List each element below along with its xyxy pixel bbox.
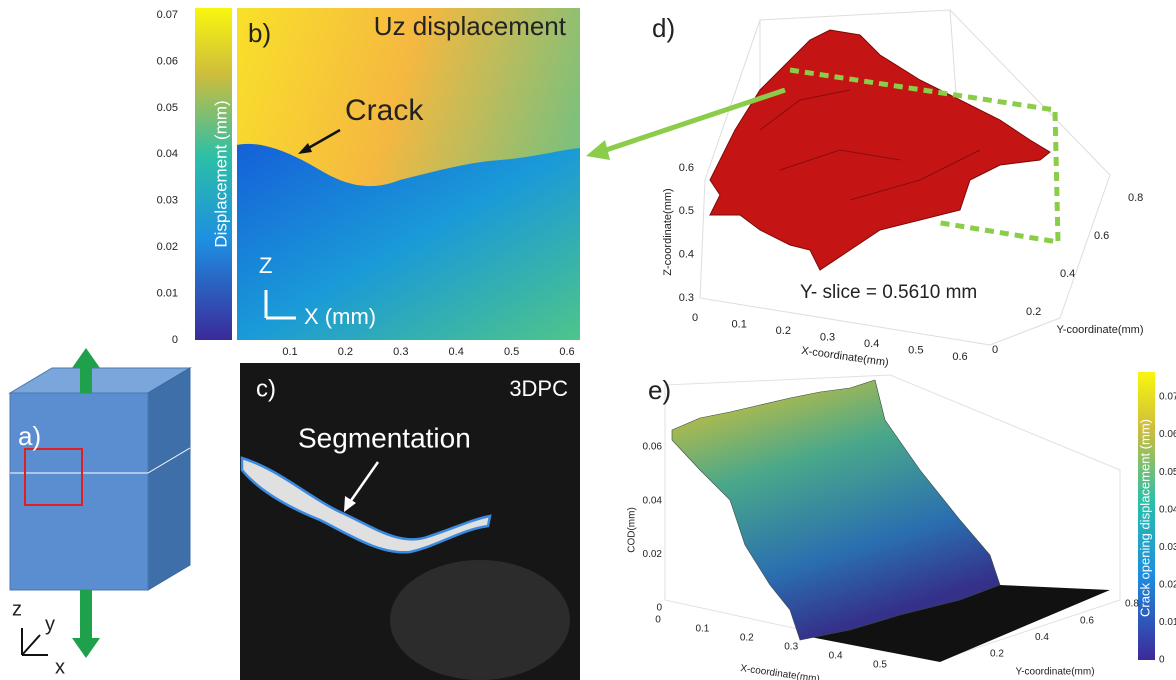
tick-label: 0.2 xyxy=(776,325,791,337)
tick-label: 0.03 xyxy=(1159,542,1176,553)
tick-label: 0.02 xyxy=(1159,579,1176,590)
tick-label: 0.01 xyxy=(1159,617,1176,628)
tick-label: 0.3 xyxy=(820,331,835,343)
axis-label: X (mm) xyxy=(304,304,376,329)
tick-label: 0.6 xyxy=(559,346,574,358)
figure: a) z y x Displacement (mm) b) Uz displac… xyxy=(0,0,1176,680)
tick-label: 0.1 xyxy=(282,346,297,358)
tick-label: 0.5 xyxy=(504,346,519,358)
axis-label: X-coordinate(mm) xyxy=(740,663,821,680)
tick-label: 0.04 xyxy=(157,148,178,160)
panel-label: c) xyxy=(256,375,276,402)
tick-label: 0.6 xyxy=(1080,615,1094,626)
arrow-down xyxy=(72,590,100,658)
annotation: Crack xyxy=(345,94,424,127)
colorbar-label: Displacement (mm) xyxy=(211,100,230,247)
tick-label: 0.02 xyxy=(643,549,663,560)
tick-label: 0.02 xyxy=(157,241,178,253)
crack-surface xyxy=(710,30,1050,270)
tick-label: 0.6 xyxy=(679,162,694,174)
tick-label: 0 xyxy=(656,603,662,614)
tick-label: 0 xyxy=(1159,655,1165,666)
tick-label: 0.4 xyxy=(449,346,464,358)
tick-label: 0 xyxy=(655,615,661,626)
tick-label: 0.06 xyxy=(643,442,663,453)
panel-b: Displacement (mm) b) Uz displacement Cra… xyxy=(195,8,580,340)
tick-label: 0.6 xyxy=(1094,230,1109,242)
tick-label: 0.04 xyxy=(643,495,663,506)
tick-label: 0.4 xyxy=(679,249,694,261)
panel-label: d) xyxy=(652,13,675,43)
cube-side xyxy=(148,368,190,590)
tick-label: 0.5 xyxy=(679,205,694,217)
axis-label: Y-coordinate(mm) xyxy=(1015,667,1094,678)
axis-label: z xyxy=(12,598,22,620)
tick-label: 0.4 xyxy=(864,338,879,350)
tick-label: 0.04 xyxy=(1159,504,1176,515)
tick-label: 0.05 xyxy=(1159,467,1176,478)
tick-label: 0 xyxy=(692,312,698,324)
tick-label: 0.8 xyxy=(1128,192,1143,204)
annotation: Segmentation xyxy=(298,422,471,453)
axis-label: y xyxy=(45,613,55,635)
tick-label: 0 xyxy=(172,334,178,346)
axis xyxy=(22,635,40,655)
colorbar-label: Crack opening displacement (mm) xyxy=(1137,419,1152,617)
tick-label: 0.4 xyxy=(1060,268,1075,280)
tick-label: 0.4 xyxy=(829,651,843,662)
tick-label: 0.3 xyxy=(393,346,408,358)
tick-label: 0.2 xyxy=(740,633,754,644)
tick-label: 0.6 xyxy=(952,351,967,363)
tick-label: 0.05 xyxy=(157,102,178,114)
panel-c: c) 3DPC Segmentation xyxy=(240,363,580,680)
annotation: Y- slice = 0.5610 mm xyxy=(800,282,977,303)
tick-label: 0.01 xyxy=(157,287,178,299)
axis-label: x xyxy=(55,656,65,678)
panel-d-surface: d) Y- slice = 0.5610 mm Z-coordinate(mm)… xyxy=(586,13,1144,369)
tick-label: 0.2 xyxy=(1026,306,1041,318)
tick-label: 0.5 xyxy=(908,344,923,356)
axis-label: Z xyxy=(259,253,272,278)
tick-label: 0.5 xyxy=(873,660,887,671)
panel-label: b) xyxy=(248,18,271,48)
tick-label: 0.06 xyxy=(157,55,178,67)
tick-label: 0.06 xyxy=(1159,429,1176,440)
panel-title: 3DPC xyxy=(509,376,568,401)
panel-title: Uz displacement xyxy=(374,11,567,41)
axis-label: COD(mm) xyxy=(627,507,638,553)
tick-label: 0.4 xyxy=(1035,632,1049,643)
tick-label: 0.3 xyxy=(784,642,798,653)
tick-label: 0.2 xyxy=(990,649,1004,660)
tick-label: 0.03 xyxy=(157,195,178,207)
tick-label: 0.07 xyxy=(157,9,178,21)
texture xyxy=(390,560,570,680)
panel-a: a) z y x xyxy=(10,348,190,678)
axis-label: Y-coordinate(mm) xyxy=(1056,324,1143,336)
tick-label: 0.1 xyxy=(732,318,747,330)
panel-label: e) xyxy=(648,375,671,405)
arrowhead xyxy=(586,140,610,160)
panel-label: a) xyxy=(18,421,41,451)
axis-label: Z-coordinate(mm) xyxy=(662,188,674,275)
tick-label: 0.07 xyxy=(1159,392,1176,403)
cod-surface xyxy=(672,380,1000,640)
tick-label: 0.3 xyxy=(679,292,694,304)
tick-label: 0.8 xyxy=(1125,599,1139,610)
tick-label: 0.1 xyxy=(695,624,709,635)
tick-label: 0 xyxy=(992,344,998,356)
tick-label: 0.2 xyxy=(338,346,353,358)
